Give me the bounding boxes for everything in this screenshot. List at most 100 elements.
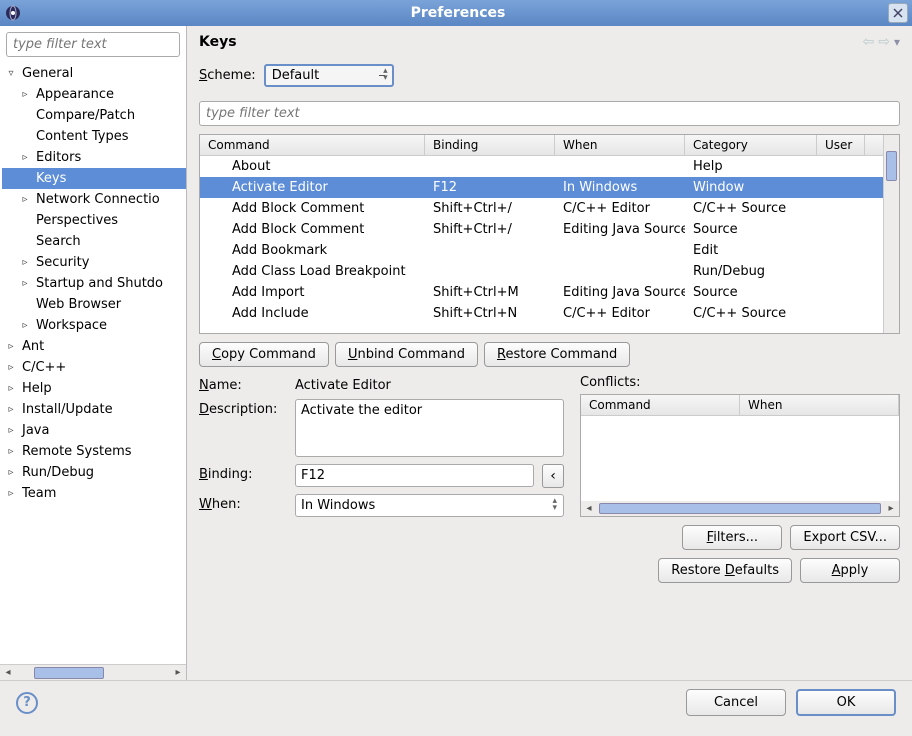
cell-user — [817, 200, 865, 217]
tree-item[interactable]: Keys — [2, 168, 186, 189]
tree-item[interactable]: Content Types — [2, 126, 186, 147]
window-title: Preferences — [28, 5, 888, 21]
binding-label: Binding: — [199, 464, 287, 482]
export-csv-button[interactable]: Export CSV... — [790, 525, 900, 550]
table-filter-input[interactable] — [199, 101, 900, 126]
table-row[interactable]: Add ImportShift+Ctrl+MEditing Java Sourc… — [200, 282, 883, 303]
tree-item[interactable]: Compare/Patch — [2, 105, 186, 126]
expand-icon[interactable]: ▹ — [4, 467, 18, 478]
cell-command: Add Bookmark — [200, 242, 425, 259]
conflicts-col-when[interactable]: When — [740, 395, 899, 415]
cell-binding — [425, 263, 555, 280]
binding-input[interactable] — [295, 464, 534, 487]
tree-item[interactable]: ▹Team — [2, 483, 186, 504]
tree-item-label: Java — [18, 422, 53, 439]
tree-item-label: Keys — [32, 170, 70, 187]
cell-binding: Shift+Ctrl+/ — [425, 221, 555, 238]
nav-menu-icon[interactable]: ▾ — [894, 35, 900, 49]
table-header[interactable]: Command Binding When Category User — [200, 135, 883, 156]
expand-icon[interactable]: ▹ — [18, 194, 32, 205]
col-when[interactable]: When — [555, 135, 685, 155]
nav-forward-icon[interactable]: ⇨ — [878, 34, 890, 50]
tree-item[interactable]: ▹Startup and Shutdo — [2, 273, 186, 294]
cell-category: Window — [685, 179, 817, 196]
tree-item[interactable]: ▹Network Connectio — [2, 189, 186, 210]
keys-panel: Keys ⇦ ⇨ ▾ Scheme: Default ▴▾ Command Bi… — [187, 26, 912, 680]
sidebar-hscroll[interactable]: ◂▸ — [0, 664, 186, 680]
preferences-tree[interactable]: ▿General▹AppearanceCompare/PatchContent … — [0, 63, 186, 664]
help-icon[interactable]: ? — [16, 692, 38, 714]
expand-icon[interactable]: ▹ — [4, 425, 18, 436]
table-row[interactable]: Add BookmarkEdit — [200, 240, 883, 261]
tree-item-label: Startup and Shutdo — [32, 275, 167, 292]
tree-item[interactable]: ▹Security — [2, 252, 186, 273]
table-row[interactable]: Add Block CommentShift+Ctrl+/Editing Jav… — [200, 219, 883, 240]
restore-defaults-button[interactable]: Restore Defaults — [658, 558, 792, 583]
ok-button[interactable]: OK — [796, 689, 896, 716]
expand-icon[interactable]: ▹ — [18, 320, 32, 331]
description-textarea[interactable]: Activate the editor — [295, 399, 564, 457]
tree-item[interactable]: ▹Run/Debug — [2, 462, 186, 483]
cell-user — [817, 242, 865, 259]
tree-item[interactable]: Search — [2, 231, 186, 252]
expand-icon[interactable]: ▹ — [4, 488, 18, 499]
tree-item[interactable]: ▹Ant — [2, 336, 186, 357]
binding-clear-button[interactable]: ‹ — [542, 464, 564, 488]
col-user[interactable]: User — [817, 135, 865, 155]
cell-binding: Shift+Ctrl+/ — [425, 200, 555, 217]
tree-item-label: Help — [18, 380, 56, 397]
cancel-button[interactable]: Cancel — [686, 689, 786, 716]
cell-command: Add Block Comment — [200, 200, 425, 217]
conflicts-col-command[interactable]: Command — [581, 395, 740, 415]
name-value: Activate Editor — [295, 375, 564, 393]
tree-item[interactable]: ▹Java — [2, 420, 186, 441]
expand-icon[interactable]: ▹ — [4, 446, 18, 457]
table-vscroll[interactable] — [883, 135, 899, 333]
tree-item[interactable]: ▹Workspace — [2, 315, 186, 336]
filters-button[interactable]: Filters... — [682, 525, 782, 550]
scheme-select[interactable]: Default ▴▾ — [264, 64, 394, 87]
collapse-icon[interactable]: ▿ — [4, 68, 18, 79]
table-row[interactable]: Add Class Load BreakpointRun/Debug — [200, 261, 883, 282]
col-binding[interactable]: Binding — [425, 135, 555, 155]
tree-item[interactable]: ▹Appearance — [2, 84, 186, 105]
copy-command-button[interactable]: Copy Command — [199, 342, 329, 367]
tree-item[interactable]: ▹Editors — [2, 147, 186, 168]
table-row[interactable]: Add IncludeShift+Ctrl+NC/C++ EditorC/C++… — [200, 303, 883, 324]
tree-item[interactable]: Perspectives — [2, 210, 186, 231]
expand-icon[interactable]: ▹ — [18, 257, 32, 268]
cell-when — [555, 158, 685, 175]
apply-button[interactable]: Apply — [800, 558, 900, 583]
table-row[interactable]: Add Block CommentShift+Ctrl+/C/C++ Edito… — [200, 198, 883, 219]
tree-item[interactable]: ▹Install/Update — [2, 399, 186, 420]
app-icon — [4, 4, 22, 22]
conflicts-hscroll[interactable]: ◂▸ — [580, 501, 900, 517]
dialog-footer: ? Cancel OK — [0, 680, 912, 724]
expand-icon[interactable]: ▹ — [4, 341, 18, 352]
tree-filter-input[interactable] — [6, 32, 180, 57]
keys-table: Command Binding When Category User About… — [199, 134, 900, 334]
when-select[interactable]: In Windows ▴▾ — [295, 494, 564, 517]
expand-icon[interactable]: ▹ — [18, 278, 32, 289]
col-category[interactable]: Category — [685, 135, 817, 155]
table-row[interactable]: AboutHelp — [200, 156, 883, 177]
expand-icon[interactable]: ▹ — [4, 404, 18, 415]
expand-icon[interactable]: ▹ — [18, 152, 32, 163]
tree-item[interactable]: Web Browser — [2, 294, 186, 315]
table-row[interactable]: Activate EditorF12In WindowsWindow — [200, 177, 883, 198]
expand-icon[interactable]: ▹ — [4, 383, 18, 394]
tree-item[interactable]: ▹Help — [2, 378, 186, 399]
nav-back-icon[interactable]: ⇦ — [863, 34, 875, 50]
restore-command-button[interactable]: Restore Command — [484, 342, 630, 367]
unbind-command-button[interactable]: Unbind Command — [335, 342, 478, 367]
expand-icon[interactable]: ▹ — [4, 362, 18, 373]
tree-item[interactable]: ▹C/C++ — [2, 357, 186, 378]
expand-icon[interactable]: ▹ — [18, 89, 32, 100]
col-command[interactable]: Command — [200, 135, 425, 155]
cell-binding — [425, 242, 555, 259]
tree-item[interactable]: ▹Remote Systems — [2, 441, 186, 462]
cell-when: C/C++ Editor — [555, 305, 685, 322]
close-button[interactable] — [888, 3, 908, 23]
cell-user — [817, 158, 865, 175]
tree-item[interactable]: ▿General — [2, 63, 186, 84]
